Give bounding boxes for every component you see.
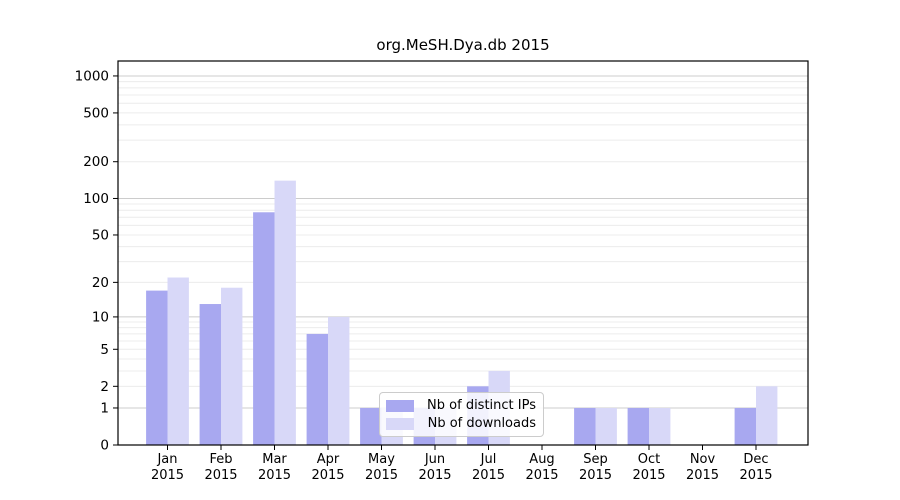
y-tick-label: 5 (100, 342, 109, 358)
y-tick-label: 10 (92, 309, 109, 325)
y-tick-label: 2 (100, 379, 109, 395)
bar-may-distinct-ips (360, 407, 382, 445)
legend-swatch-downloads (386, 417, 414, 430)
bar-apr-downloads (328, 316, 350, 445)
x-tick-label: Jan 2015 (151, 452, 184, 483)
bar-feb-distinct-ips (199, 304, 221, 445)
x-tick-label: Aug 2015 (525, 452, 558, 483)
bar-oct-downloads (649, 407, 671, 445)
legend: Nb of distinct IPs Nb of downloads (379, 392, 544, 437)
bar-feb-downloads (221, 287, 243, 445)
bar-mar-distinct-ips (253, 212, 275, 445)
x-tick-label: Mar 2015 (258, 452, 291, 483)
y-tick-label: 1 (100, 400, 109, 416)
bar-dec-distinct-ips (734, 407, 756, 445)
legend-label-distinct-ips: Nb of distinct IPs (427, 398, 536, 413)
legend-label-downloads: Nb of downloads (427, 416, 536, 431)
y-tick-label: 1000 (75, 68, 109, 84)
bar-oct-distinct-ips (627, 407, 649, 445)
bar-mar-downloads (274, 180, 296, 445)
x-tick-label: Dec 2015 (739, 452, 772, 483)
legend-item-downloads: Nb of downloads (386, 416, 536, 431)
y-tick-label: 200 (83, 154, 109, 170)
y-tick-label: 500 (83, 105, 109, 121)
x-tick-label: Feb 2015 (204, 452, 237, 483)
x-tick-label: Sep 2015 (579, 452, 612, 483)
x-tick-label: Jun 2015 (418, 452, 451, 483)
bar-sep-distinct-ips (574, 407, 596, 445)
legend-item-distinct-ips: Nb of distinct IPs (386, 398, 536, 413)
bar-jan-distinct-ips (146, 290, 168, 445)
x-tick-label: Nov 2015 (686, 452, 719, 483)
legend-swatch-distinct-ips (386, 399, 414, 412)
y-tick-label: 100 (83, 191, 109, 207)
x-tick-label: Apr 2015 (311, 452, 344, 483)
y-tick-label: 20 (92, 275, 109, 291)
x-tick-label: May 2015 (365, 452, 398, 483)
x-tick-label: Jul 2015 (472, 452, 505, 483)
bar-apr-distinct-ips (306, 333, 328, 445)
y-tick-label: 50 (92, 227, 109, 243)
bar-jan-downloads (167, 277, 189, 445)
chart-title: org.MeSH.Dya.db 2015 (376, 36, 550, 54)
bar-sep-downloads (595, 407, 617, 445)
x-tick-label: Oct 2015 (632, 452, 665, 483)
y-tick-label: 0 (100, 438, 109, 454)
plot-border (117, 60, 809, 446)
bar-dec-downloads (756, 386, 778, 445)
